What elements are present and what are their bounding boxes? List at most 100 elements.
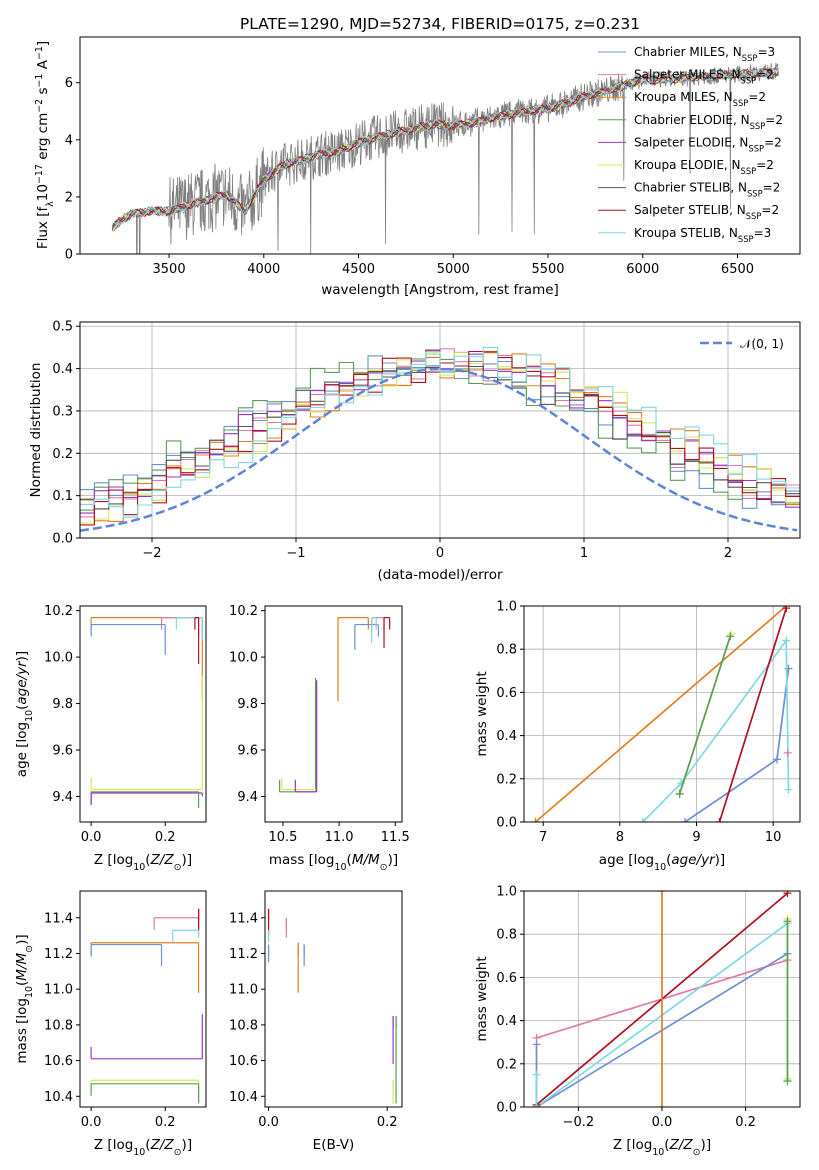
y-tick-label: 0.2 (52, 447, 73, 462)
weight-marker (532, 1070, 541, 1079)
weight-line-kroupa-miles (534, 606, 787, 822)
legend-label: Salpeter ELODIE, NSSP=2 (634, 135, 782, 153)
x-axis-label: age [log10(age/yr)] (599, 852, 725, 873)
y-tick-label: 10.4 (229, 1090, 258, 1105)
axes-frame (264, 605, 403, 823)
legend-label: Kroupa STELIB, NSSP=3 (634, 226, 771, 244)
y-axis-label: Flux [fλ10−17 erg cm−2 s−1 A−1] (34, 41, 56, 249)
x-tick-label: 0.2 (155, 830, 176, 845)
legend-label: Kroupa MILES, NSSP=2 (634, 90, 766, 108)
x-axis-label: Z [log10(Z/Z⊙)] (613, 1137, 711, 1158)
figure-title: PLATE=1290, MJD=52734, FIBERID=0175, z=0… (240, 15, 640, 33)
x-axis-label: mass [log10(M/M⊙)] (269, 852, 398, 873)
weight-marker (783, 917, 792, 926)
weight-marker (783, 748, 792, 757)
x-tick-label: 0 (436, 546, 444, 561)
weight-marker (782, 636, 791, 645)
x-axis-label: (data-model)/error (377, 567, 503, 583)
y-tick-label: 2 (65, 190, 73, 205)
y-tick-label: 9.6 (237, 744, 258, 759)
x-tick-label: 11.0 (325, 830, 354, 845)
x-tick-label: 0.0 (81, 830, 102, 845)
y-tick-label: 1.0 (496, 885, 517, 900)
axes-frame (79, 36, 801, 255)
y-tick-label: 11.2 (44, 947, 73, 962)
model-line-kroupa-stelib (111, 66, 779, 226)
x-tick-label: 1 (580, 546, 588, 561)
x-tick-label: −0.2 (563, 1115, 595, 1130)
chart-mass-weight-vs-age: 7 8 9 10 0.0 0.2 0.4 0.6 0.8 1.0 age [log10(age/yr… (474, 600, 801, 873)
weight-marker (531, 818, 540, 822)
y-tick-label: 0.5 (52, 320, 73, 335)
weight-line-salpeter-stelib (718, 607, 788, 822)
y-tick-label: 0.0 (496, 1101, 517, 1116)
weight-marker (675, 789, 684, 798)
weight-marker (784, 785, 793, 794)
x-tick-label: 0.2 (377, 1115, 398, 1130)
weight-line-chabrier-elodie (678, 635, 732, 795)
y-tick-label: 9.6 (52, 744, 73, 759)
y-tick-label: 11.0 (44, 983, 73, 998)
x-tick-label: 10.5 (268, 830, 297, 845)
y-tick-label: 9.4 (237, 790, 258, 805)
weight-marker (773, 755, 781, 764)
plot-area (111, 62, 780, 254)
plot-area (278, 617, 391, 793)
x-tick-label: 3500 (153, 262, 186, 277)
y-axis-label: mass [log10(M/M⊙)] (14, 934, 35, 1063)
y-axis-label: mass weight (474, 671, 490, 756)
x-tick-label: 0.0 (81, 1115, 102, 1130)
plot-area (80, 346, 800, 532)
y-tick-label: 10.0 (44, 651, 73, 666)
x-tick-label: 11.5 (381, 830, 410, 845)
y-tick-label: 11.4 (44, 911, 73, 926)
x-tick-label: −1 (286, 546, 305, 561)
legend-label: Chabrier STELIB, NSSP=2 (634, 181, 780, 199)
y-tick-label: 0.0 (496, 816, 517, 831)
weight-marker (532, 1040, 541, 1049)
chart-residuals: −2 −1 0 1 2 0.0 0.1 0.2 0.3 0.4 0.5 (data-model)/er… (28, 320, 801, 583)
y-axis-label: age [log10(age/yr)] (14, 651, 35, 777)
x-axis-label: wavelength [Angstrom, rest frame] (321, 282, 559, 298)
y-tick-label: 0.2 (496, 772, 517, 787)
y-tick-label: 10.4 (44, 1090, 73, 1105)
x-tick-label: 6000 (626, 262, 659, 277)
y-tick-label: 0 (65, 248, 73, 263)
chart-mass-vs-EBV: 0.0 0.2 10.4 10.6 10.8 11.0 11.2 11.4 E(B-V) (229, 890, 403, 1153)
axes-frame (523, 605, 801, 823)
axes-frame (264, 890, 403, 1108)
gaussian-curve (80, 367, 798, 532)
chart-age-vs-Z: 0.0 0.2 9.4 9.6 9.8 10.0 10.2 Z [log10(Z/Z⊙)] ag… (14, 604, 207, 873)
model-line-chabrier-stelib (111, 68, 779, 230)
weight-marker (658, 891, 666, 895)
y-tick-label: 0.0 (52, 532, 73, 547)
hist-kroupa-stelib (80, 346, 800, 518)
weight-marker (726, 632, 735, 641)
y-tick-label: 10.2 (229, 604, 258, 619)
y-tick-label: 0.4 (496, 1014, 517, 1029)
weight-marker (658, 1103, 666, 1107)
x-tick-label: 0.2 (155, 1115, 176, 1130)
x-tick-label: 10 (765, 830, 782, 845)
x-tick-label: 0.2 (735, 1115, 756, 1130)
y-tick-label: 0.8 (496, 643, 517, 658)
x-axis-label: Z [log10(Z/Z⊙)] (94, 1137, 192, 1158)
x-tick-label: 5000 (437, 262, 470, 277)
y-tick-label: 10.6 (229, 1054, 258, 1069)
x-tick-label: 5500 (531, 262, 564, 277)
x-tick-label: 4000 (247, 262, 280, 277)
y-tick-label: 11.2 (229, 947, 258, 962)
legend-label: Chabrier ELODIE, NSSP=2 (634, 113, 783, 131)
axes-frame (79, 890, 207, 1108)
weight-marker (782, 606, 791, 613)
weight-line-kroupa-stelib (642, 638, 790, 822)
plot-area (532, 891, 792, 1107)
legend-label: 𝒩(0, 1) (740, 337, 784, 351)
model-line-salpeter-stelib (111, 68, 779, 227)
y-axis-label: Normed distribution (28, 363, 44, 498)
legend-label: Kroupa ELODIE, NSSP=2 (634, 158, 774, 176)
y-tick-label: 0.4 (52, 362, 73, 377)
x-tick-label: 6500 (721, 262, 754, 277)
y-tick-label: 1.0 (496, 600, 517, 615)
